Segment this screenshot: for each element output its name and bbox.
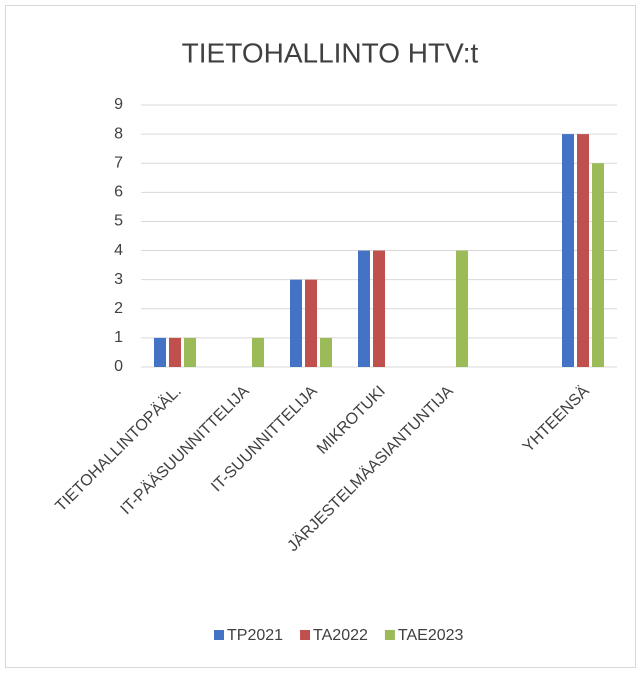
y-tick-label: 9 [114,96,123,113]
y-tick-label: 6 [114,184,123,201]
bar [592,163,604,367]
bar [290,279,302,367]
bar [169,337,181,367]
legend-swatch [300,630,311,640]
legend-label: TA2022 [313,627,368,644]
bar [456,250,468,367]
y-tick-label: 7 [114,154,123,171]
chart-border [5,5,636,668]
bar [562,134,574,367]
chart-title: TIETOHALLINTO HTV:t [182,37,479,68]
legend-label: TP2021 [227,627,283,644]
bar [320,337,332,367]
bar [184,337,196,367]
bar [358,250,370,367]
y-tick-label: 8 [114,125,123,142]
y-tick-label: 1 [114,329,123,346]
bar [373,250,385,367]
legend-swatch [384,630,395,640]
legend-swatch [214,630,224,640]
bar [154,337,166,367]
y-tick-label: 2 [114,300,123,317]
y-tick-label: 0 [114,358,123,375]
bar [252,337,264,367]
bar [577,134,589,367]
y-tick-label: 4 [114,242,123,259]
y-tick-label: 5 [114,213,123,230]
legend-label: TAE2023 [398,627,464,644]
bar [305,279,317,367]
y-tick-label: 3 [114,271,123,288]
